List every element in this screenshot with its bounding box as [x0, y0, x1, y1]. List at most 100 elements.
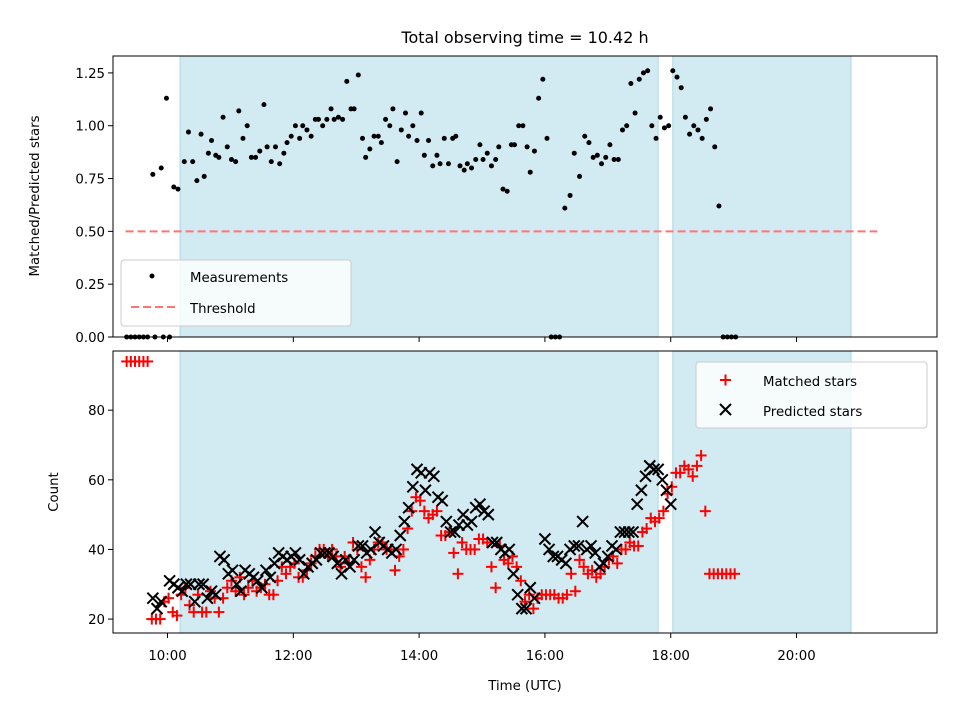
measurement-point — [268, 159, 274, 165]
top-panel: 0.00 0.25 0.50 0.75 1.00 1.25 Matched/Predict… — [28, 55, 938, 346]
matched-star-point — [171, 610, 183, 622]
measurement-point — [344, 78, 350, 84]
bottom-y-ticks: 20 40 60 80 — [88, 404, 113, 628]
measurement-point — [695, 127, 701, 133]
measurement-point — [712, 144, 718, 150]
predicted-star-point — [597, 557, 610, 570]
matched-star-point — [502, 557, 514, 569]
measurement-point — [272, 144, 278, 150]
measurement-point — [582, 133, 588, 139]
measurement-point — [236, 108, 242, 114]
measurement-point — [430, 163, 436, 169]
measurement-point — [632, 110, 638, 116]
measurement-point — [331, 116, 337, 122]
measurement-point — [216, 154, 222, 160]
measurement-point — [434, 152, 440, 158]
measurement-point — [464, 161, 470, 167]
legend-matched-label: Matched stars — [763, 375, 857, 390]
predicted-star-point — [427, 470, 441, 483]
matched-star-point — [565, 568, 577, 580]
predicted-star-point — [188, 595, 201, 608]
measurement-point — [194, 178, 200, 184]
measurement-point — [567, 192, 573, 198]
measurement-point — [469, 165, 475, 171]
measurement-point — [716, 203, 722, 209]
legend-predicted-marker — [719, 403, 732, 416]
measurement-point — [304, 127, 310, 133]
top-plot-frame — [112, 55, 938, 338]
matched-star-point — [691, 460, 703, 472]
measurement-point — [324, 116, 330, 122]
measurement-point — [661, 125, 667, 131]
matched-star-point — [687, 470, 699, 482]
matched-star-point — [569, 585, 581, 597]
measurement-point — [687, 131, 693, 137]
predicted-star-point — [542, 543, 556, 556]
predicted-star-point — [146, 591, 160, 605]
measurement-point — [603, 154, 609, 160]
predicted-star-point — [326, 550, 340, 563]
matched-star-point — [456, 536, 468, 548]
measurement-point — [387, 123, 393, 129]
matched-star-point — [699, 505, 711, 517]
predicted-star-point — [656, 473, 669, 487]
predicted-star-point — [444, 525, 457, 539]
top-window-1 — [672, 55, 852, 338]
predicted-star-point — [519, 602, 533, 615]
matched-star-point — [154, 613, 166, 625]
measurement-point — [264, 144, 270, 150]
predicted-star-point — [576, 515, 589, 528]
measurement-point — [284, 140, 290, 146]
measurement-point — [248, 154, 254, 160]
predicted-star-point — [664, 497, 677, 511]
measurement-point — [190, 159, 196, 165]
measurement-point — [277, 161, 283, 167]
matched-star-point — [729, 568, 741, 580]
predicted-star-point — [389, 543, 403, 556]
measurement-point — [636, 76, 642, 82]
predicted-star-point — [538, 532, 552, 546]
measurement-point — [562, 205, 568, 211]
matched-star-point — [414, 495, 426, 507]
predicted-star-point — [651, 463, 665, 476]
measurement-point — [504, 188, 510, 194]
measurement-point — [496, 144, 502, 150]
measurement-point — [540, 76, 546, 82]
top-y-tick-label: 0.00 — [75, 331, 105, 346]
x-tick-label: 20:00 — [777, 649, 815, 664]
matched-star-point — [666, 481, 678, 493]
predicted-star-point — [639, 470, 652, 483]
measurement-point — [402, 110, 408, 116]
matched-star-point — [347, 536, 359, 548]
measurement-point — [666, 123, 672, 129]
matched-star-point — [523, 589, 535, 601]
measurement-point — [375, 133, 381, 139]
bottom-y-tick-label: 80 — [88, 404, 105, 419]
matched-star-point — [574, 554, 586, 566]
measurement-point — [228, 157, 234, 163]
measurement-point — [457, 163, 463, 169]
matched-star-point — [280, 568, 292, 580]
matched-star-point — [452, 568, 464, 580]
measurement-point — [261, 102, 267, 108]
measurement-point — [240, 135, 246, 141]
bottom-plot-frame — [112, 350, 938, 634]
measurement-point — [524, 144, 530, 150]
predicted-star-point — [482, 508, 495, 521]
measurement-point — [682, 114, 688, 120]
predicted-star-point — [398, 515, 411, 528]
measurement-point — [520, 123, 526, 129]
x-axis-label: Time (UTC) — [487, 679, 562, 694]
predicted-star-point — [352, 539, 365, 553]
matched-star-point — [695, 449, 707, 461]
measurement-point — [253, 154, 259, 160]
top-legend-box — [120, 259, 352, 327]
measurement-point — [703, 116, 709, 122]
measurement-point — [445, 161, 451, 167]
measurement-point — [383, 116, 389, 122]
measurement-point — [205, 150, 211, 156]
predicted-star-point — [584, 539, 598, 553]
matched-star-point — [515, 575, 527, 587]
predicted-star-point — [180, 578, 193, 591]
